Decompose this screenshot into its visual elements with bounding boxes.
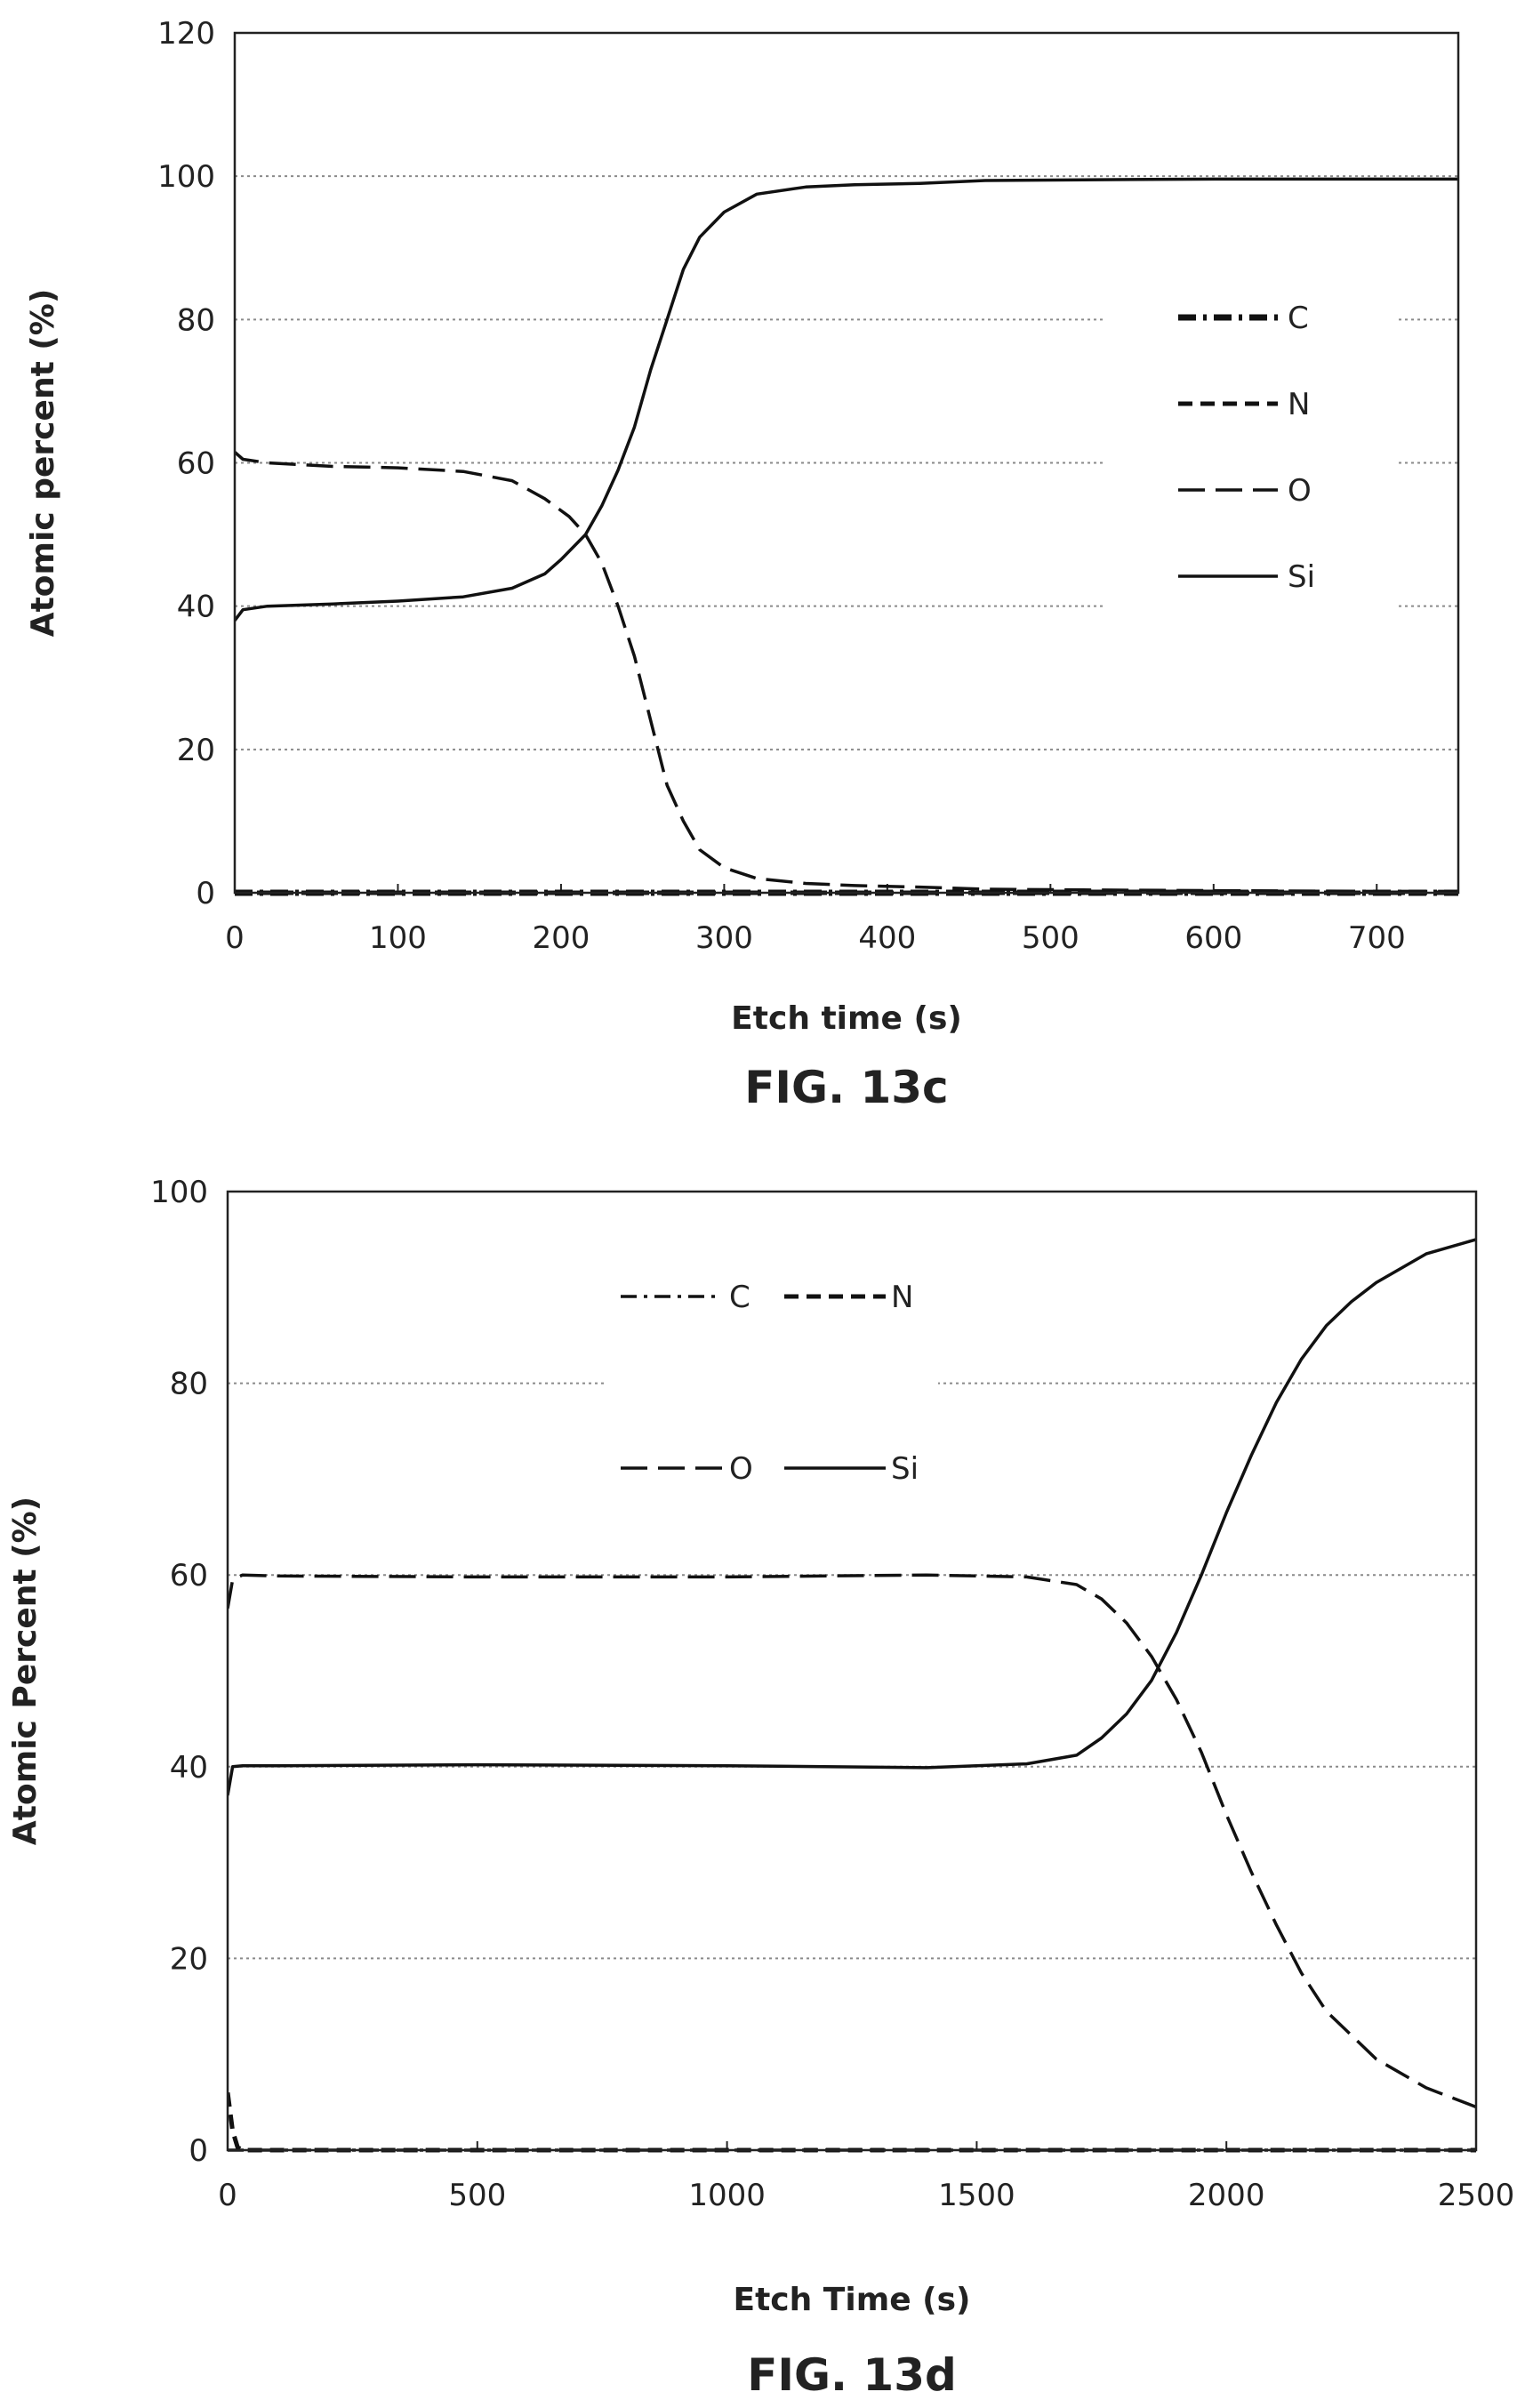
figure-caption: FIG. 13d — [747, 2349, 957, 2401]
y-tick-label: 0 — [189, 2133, 208, 2169]
x-tick-label: 0 — [218, 2178, 237, 2213]
legend-label-si: Si — [1288, 559, 1315, 595]
x-axis-label: Etch time (s) — [731, 1000, 962, 1037]
y-tick-label: 20 — [177, 733, 215, 768]
y-tick-label: 40 — [170, 1750, 208, 1786]
legend-label-c: C — [1288, 301, 1309, 336]
x-axis-label: Etch Time (s) — [734, 2282, 971, 2318]
x-tick-label: 200 — [532, 920, 590, 956]
x-tick-label: 2500 — [1438, 2178, 1515, 2213]
x-tick-label: 1000 — [688, 2178, 766, 2213]
y-tick-label: 60 — [177, 446, 215, 482]
x-tick-label: 2000 — [1188, 2178, 1265, 2213]
y-tick-label: 60 — [170, 1558, 208, 1593]
chart-fig-13c: 0 20 40 60 80 100 120 0 100 200 300 400 500 600 700 Etc… — [25, 16, 1460, 1113]
legend-label-o: O — [1288, 473, 1312, 509]
x-tick-label: 100 — [369, 920, 427, 956]
figure-caption: FIG. 13c — [744, 1062, 948, 1113]
series-line-o — [228, 1573, 1476, 2109]
legend-label-si: Si — [891, 1451, 919, 1487]
x-tick-label: 700 — [1348, 920, 1406, 956]
series-line-si — [228, 1238, 1476, 1796]
series-line-o — [235, 451, 1458, 894]
legend-label-o: O — [729, 1451, 753, 1487]
y-axis-label: Atomic percent (%) — [25, 289, 61, 638]
legend-background — [1103, 285, 1396, 622]
y-tick-label: 120 — [157, 16, 215, 52]
plot-frame — [226, 1190, 1478, 2152]
legend-label-n: N — [891, 1280, 913, 1315]
x-tick-label: 0 — [225, 920, 245, 956]
legend-label-c: C — [729, 1280, 750, 1315]
x-tick-label: 500 — [448, 2178, 506, 2213]
legend-background — [605, 1254, 938, 1521]
y-tick-label: 0 — [196, 876, 215, 911]
x-tick-label: 1500 — [938, 2178, 1015, 2213]
series-line-si — [235, 177, 1458, 622]
y-axis-label: Atomic Percent (%) — [7, 1497, 44, 1845]
y-tick-label: 100 — [150, 1175, 208, 1210]
y-tick-label: 100 — [157, 159, 215, 195]
y-tick-label: 40 — [177, 590, 215, 625]
y-tick-label: 80 — [177, 302, 215, 338]
x-tick-label: 300 — [695, 920, 753, 956]
x-tick-label: 400 — [858, 920, 916, 956]
plot-frame — [233, 31, 1460, 895]
x-tick-label: 500 — [1022, 920, 1080, 956]
series-line-n — [228, 2091, 1476, 2153]
x-tick-label: 600 — [1184, 920, 1242, 956]
y-tick-label: 80 — [170, 1367, 208, 1402]
legend-label-n: N — [1288, 387, 1310, 422]
y-tick-label: 20 — [170, 1941, 208, 1977]
